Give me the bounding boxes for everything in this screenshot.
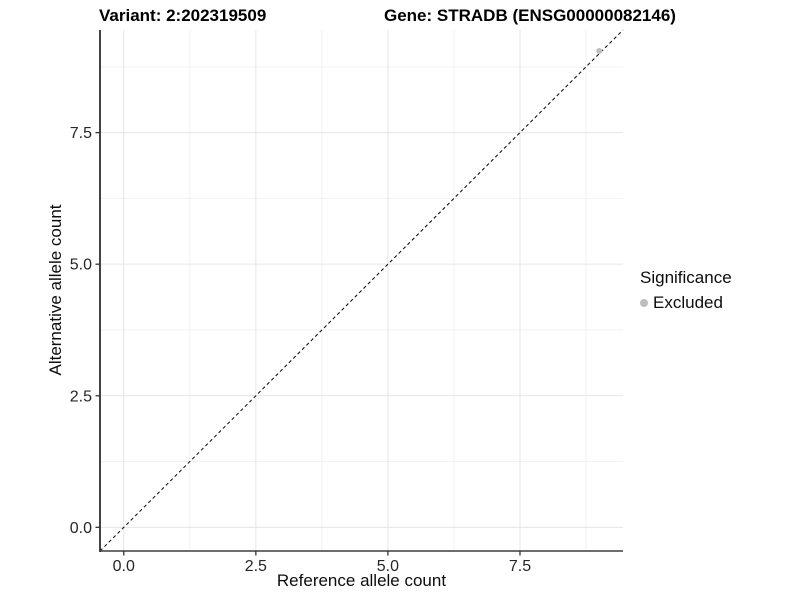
x-axis-title: Reference allele count <box>276 571 447 590</box>
legend-point-swatch-icon <box>640 299 648 307</box>
x-tick-label: 0.0 <box>113 558 135 575</box>
x-tick-label: 5.0 <box>377 558 399 575</box>
y-axis-title: Alternative allele count <box>46 204 65 376</box>
y-tick-label: 2.5 <box>70 388 92 405</box>
y-tick-label: 5.0 <box>70 257 92 274</box>
legend: Significance Excluded <box>640 268 732 313</box>
data-point-excluded <box>596 48 603 55</box>
y-tick-label: 7.5 <box>70 125 92 142</box>
x-tick-label: 7.5 <box>509 558 531 575</box>
legend-title: Significance <box>640 268 732 287</box>
variant-title: Variant: 2:202319509 <box>99 6 267 25</box>
x-tick-label: 2.5 <box>245 558 267 575</box>
gene-title: Gene: STRADB (ENSG00000082146) <box>384 6 676 25</box>
legend-item-label: Excluded <box>653 293 723 312</box>
y-tick-label: 0.0 <box>70 520 92 537</box>
legend-item-excluded: Excluded <box>640 293 732 313</box>
identity-reference-line <box>99 29 624 552</box>
